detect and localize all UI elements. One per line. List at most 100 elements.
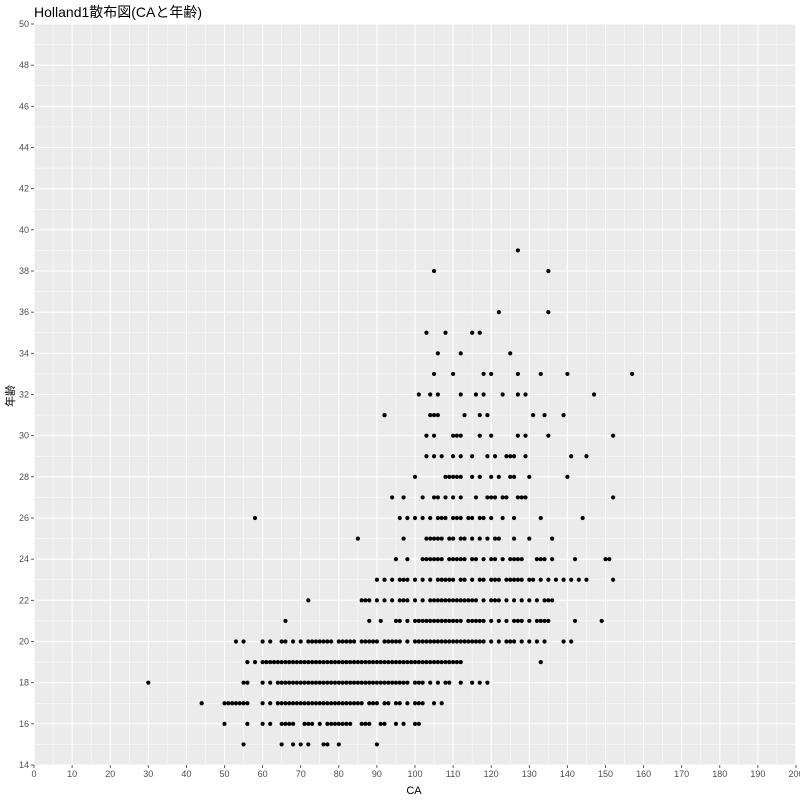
data-point	[447, 474, 452, 479]
data-point	[420, 618, 425, 624]
data-point	[511, 618, 517, 624]
data-point	[401, 680, 406, 685]
data-point	[416, 639, 421, 644]
data-point	[584, 454, 589, 459]
data-point	[344, 721, 349, 726]
data-point	[393, 680, 399, 685]
data-point	[519, 598, 524, 603]
x-tick-label: 160	[636, 769, 651, 779]
data-point	[458, 454, 463, 459]
data-point	[542, 598, 547, 603]
data-point	[508, 577, 513, 582]
x-axis-ticks: 0 10 20 30 40 50 60 70 80 90 100 110 120 130 140 150 160…	[31, 765, 800, 779]
data-point	[428, 515, 433, 521]
data-point	[405, 577, 410, 582]
x-axis-title: CA	[406, 785, 422, 797]
data-point	[306, 742, 311, 747]
data-point	[279, 701, 284, 706]
data-point	[401, 598, 406, 603]
data-point	[511, 454, 517, 459]
data-point	[458, 474, 463, 479]
data-point	[241, 742, 246, 747]
data-point	[355, 701, 360, 706]
data-point	[420, 598, 425, 603]
data-point	[443, 639, 448, 644]
data-point	[405, 557, 410, 562]
data-point	[462, 639, 467, 644]
data-point	[344, 680, 349, 685]
data-point	[313, 701, 319, 706]
data-point	[382, 701, 387, 706]
data-point	[439, 536, 444, 541]
data-point	[515, 557, 520, 562]
data-point	[550, 557, 555, 562]
data-point	[412, 639, 418, 644]
data-point	[470, 330, 475, 335]
data-point	[451, 557, 456, 562]
data-point	[439, 701, 444, 706]
data-point	[290, 659, 296, 665]
data-point	[374, 639, 379, 644]
data-point	[302, 680, 307, 685]
data-point	[477, 618, 482, 624]
data-point	[260, 659, 265, 665]
data-point	[485, 412, 490, 418]
data-point	[298, 659, 303, 665]
data-point	[294, 701, 299, 706]
data-point	[515, 577, 520, 582]
data-point	[367, 598, 372, 603]
data-point	[370, 680, 376, 685]
data-point	[268, 659, 273, 665]
data-point	[397, 659, 402, 665]
data-point	[363, 721, 368, 726]
data-point	[458, 392, 463, 397]
data-point	[504, 639, 509, 644]
data-point	[336, 742, 341, 747]
data-point	[466, 515, 471, 521]
data-point	[489, 515, 494, 521]
data-point	[470, 454, 475, 459]
data-point	[317, 659, 322, 665]
data-point	[287, 680, 292, 685]
data-point	[420, 495, 425, 500]
data-point	[565, 371, 570, 377]
data-point	[382, 721, 387, 726]
data-point	[458, 598, 463, 603]
data-point	[237, 701, 242, 706]
data-point	[492, 454, 498, 459]
data-point	[553, 577, 559, 582]
data-point	[325, 680, 330, 685]
data-point	[443, 598, 448, 603]
data-point	[302, 721, 307, 726]
data-point	[500, 495, 505, 500]
data-point	[428, 536, 433, 541]
grid-lines	[33, 23, 797, 766]
data-point	[481, 371, 486, 377]
data-point	[492, 557, 498, 562]
data-point	[222, 701, 227, 706]
data-point	[329, 721, 334, 726]
data-point	[542, 412, 547, 418]
data-point	[367, 721, 372, 726]
data-point	[325, 701, 330, 706]
y-tick-label: 48	[19, 60, 29, 70]
data-point	[431, 371, 437, 377]
x-tick-label: 0	[31, 769, 36, 779]
data-point	[523, 433, 528, 438]
data-point	[416, 680, 421, 685]
data-point	[397, 639, 402, 644]
data-point	[607, 557, 612, 562]
data-point	[511, 474, 517, 479]
data-point	[492, 495, 498, 500]
data-point	[340, 639, 345, 644]
data-point	[489, 618, 494, 624]
data-point	[489, 639, 494, 644]
y-tick-label: 44	[19, 143, 29, 153]
data-point	[538, 515, 543, 521]
data-point	[462, 557, 467, 562]
data-point	[329, 659, 334, 665]
data-point	[390, 659, 395, 665]
data-point	[382, 659, 387, 665]
data-point	[428, 557, 433, 562]
data-point	[485, 454, 490, 459]
